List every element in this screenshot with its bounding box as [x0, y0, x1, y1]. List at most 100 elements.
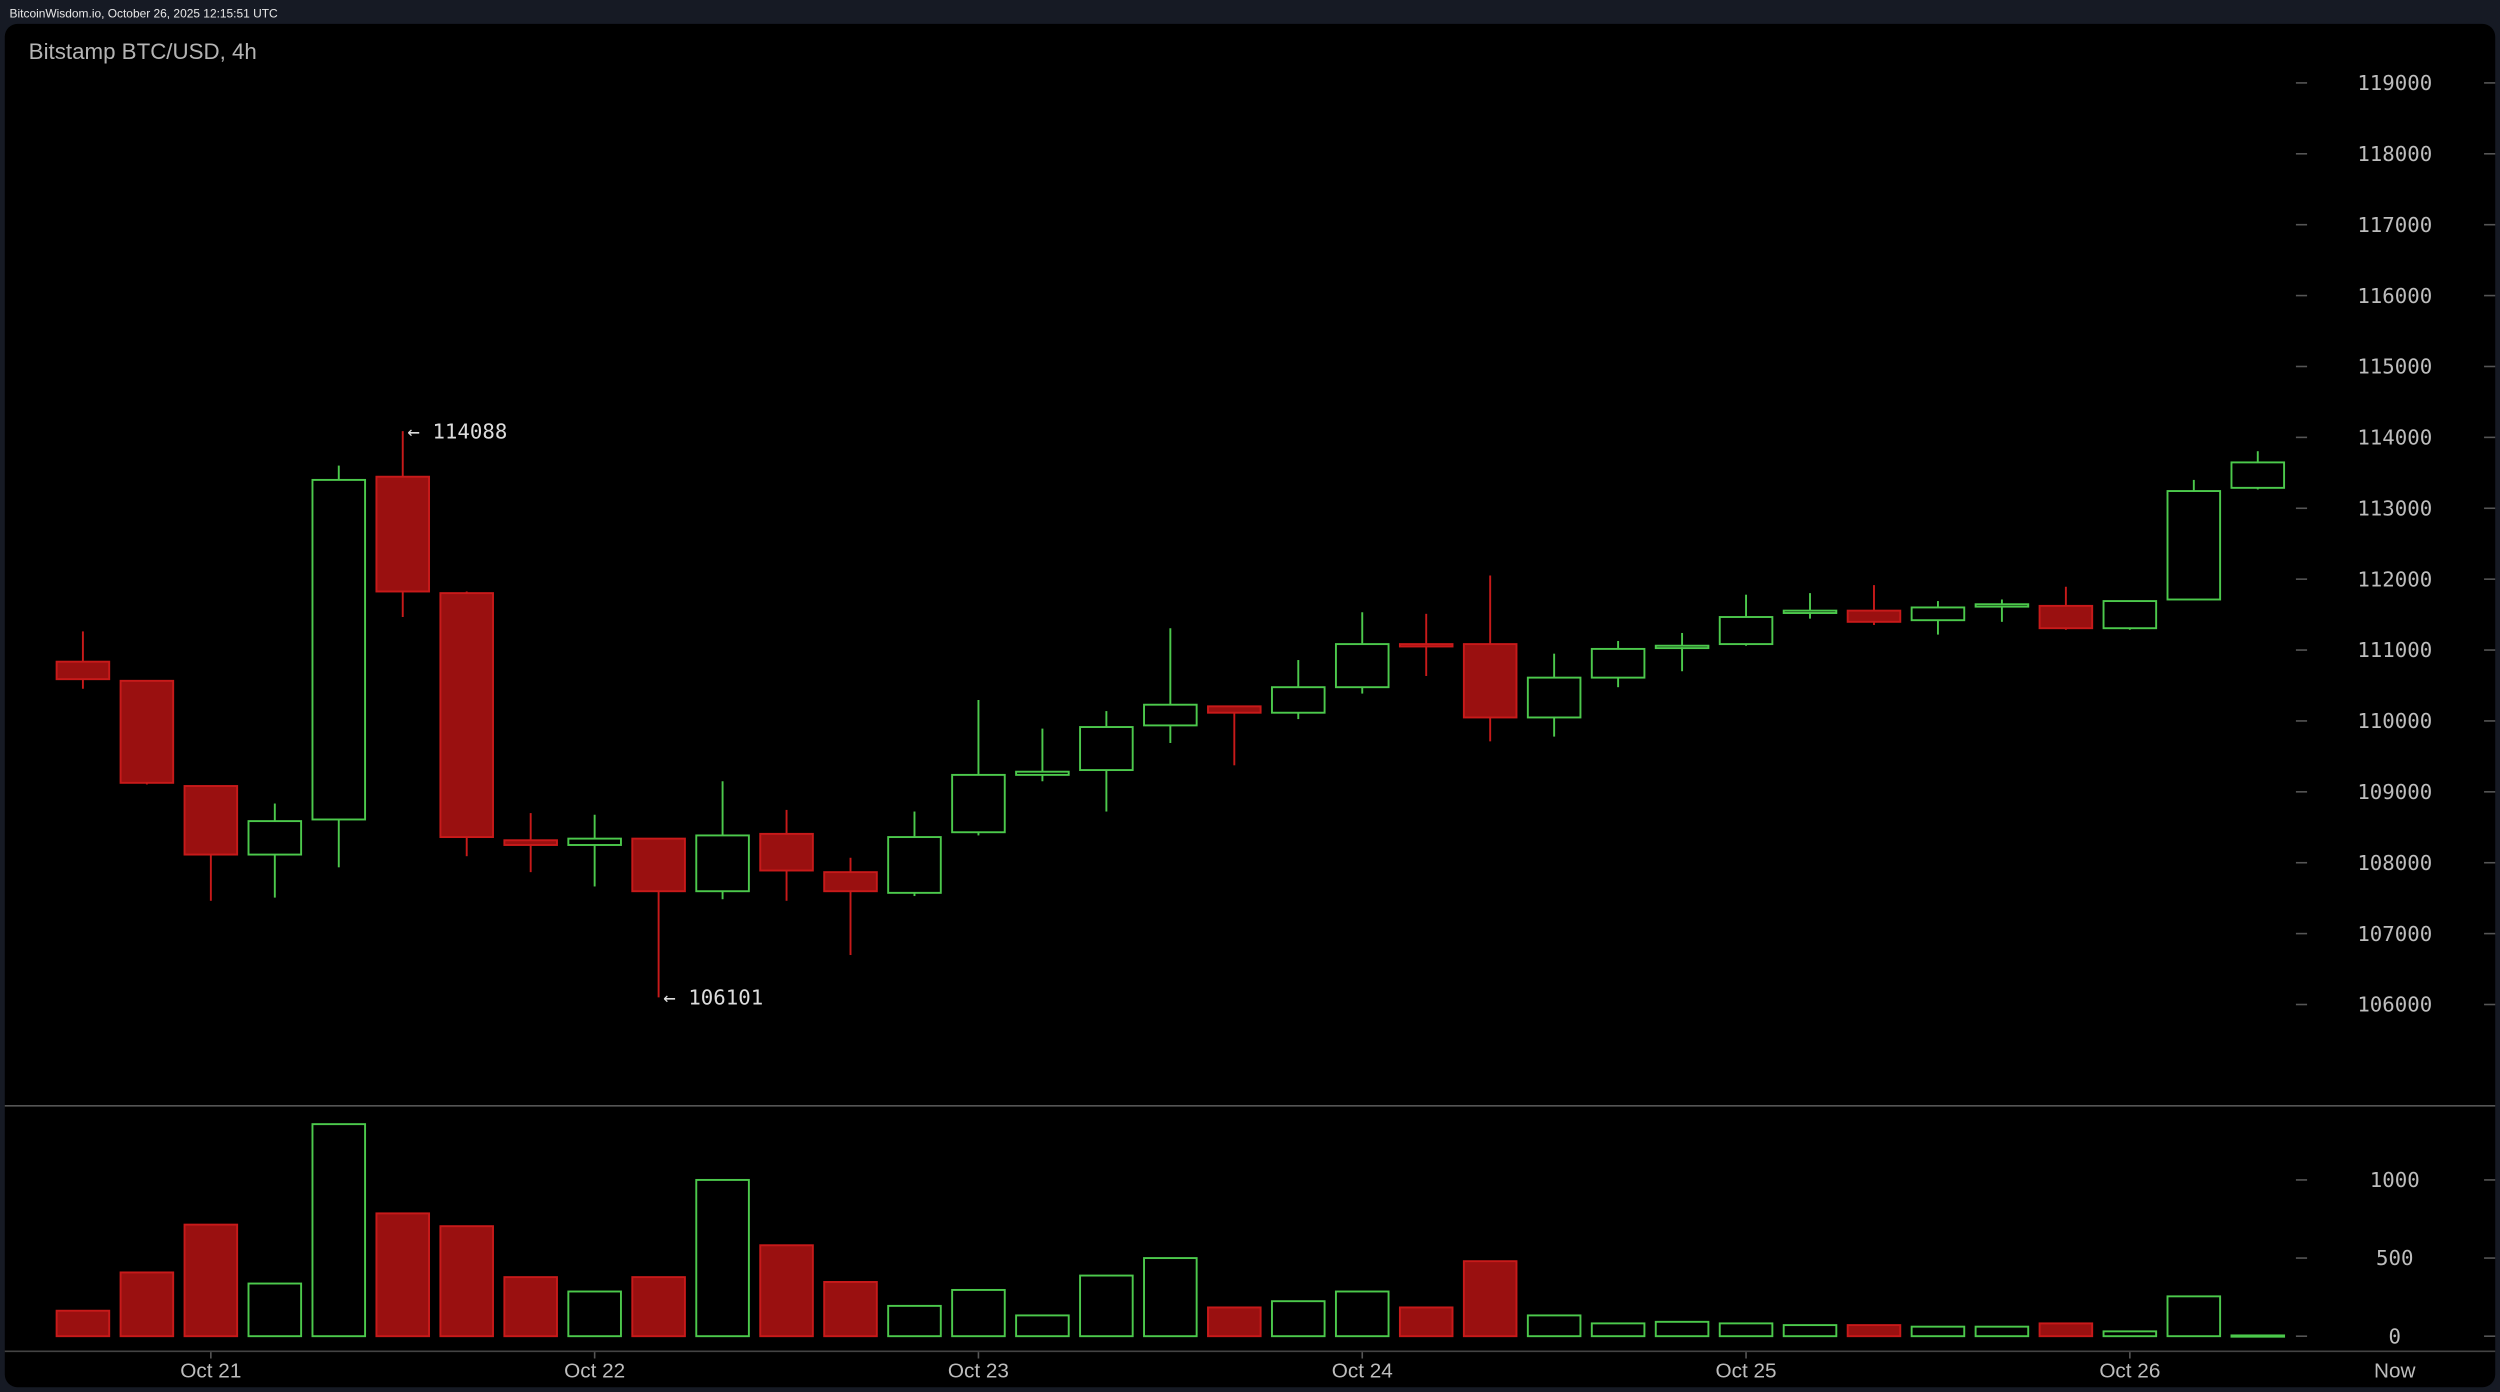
candle-down [183, 785, 239, 901]
volume-bar-down [55, 1309, 111, 1338]
volume-bar-up [1782, 1324, 1838, 1338]
candle-down [823, 857, 878, 956]
chart-title: Bitstamp BTC/USD, 4h [29, 39, 257, 64]
candle-up [1015, 728, 1070, 782]
candle-body [2166, 490, 2222, 601]
x-tick-label: Oct 21 [180, 1360, 241, 1383]
candle-body [1974, 603, 2030, 608]
candle-body [695, 834, 750, 893]
price-tick-label: 111000 [2357, 638, 2432, 662]
x-tick-label: Oct 22 [564, 1360, 625, 1383]
volume-bar-up [567, 1290, 622, 1338]
volume-bar-down [2038, 1322, 2094, 1338]
price-tick-label: 110000 [2357, 709, 2432, 733]
candle-body [2038, 604, 2094, 630]
candle-up [2230, 451, 2286, 490]
volume-bar-up [1079, 1274, 1134, 1338]
candle-up [1526, 653, 1582, 737]
price-tick-label: 107000 [2357, 922, 2432, 946]
x-tick-label: Oct 26 [2099, 1360, 2160, 1383]
volume-bar-up [1015, 1314, 1070, 1338]
volume-bar-down [1846, 1324, 1902, 1338]
candle-body [2230, 461, 2286, 489]
price-tick-label: 108000 [2357, 851, 2432, 875]
volume-axis: 1000 500 0 [2295, 1168, 2496, 1348]
candle-up [247, 803, 303, 898]
candle-up [2166, 479, 2222, 601]
volume-tick-label: 0 [2389, 1324, 2401, 1348]
candle-up [1079, 711, 1134, 812]
candle-body [247, 820, 303, 856]
candle-up [311, 465, 367, 868]
volume-bar-up [2166, 1295, 2222, 1338]
x-axis: Oct 21 Oct 22 Oct 23 Oct 24 Oct 25 Oct 26 Now [180, 1352, 2417, 1383]
now-label: Now [2374, 1360, 2416, 1383]
volume-bar-up [311, 1123, 367, 1338]
price-axis: 119000 118000 117000 116000 115000 114000 1130… [2295, 71, 2496, 1017]
price-tick-label: 112000 [2357, 567, 2432, 591]
volume-bar-up [1590, 1322, 1646, 1338]
volume-bar-down [183, 1223, 239, 1338]
candle-down [439, 591, 494, 857]
volume-bar-down [1398, 1306, 1454, 1338]
candle-up [887, 811, 942, 897]
volume-bar-up [1910, 1325, 1966, 1338]
candle-body [1846, 609, 1902, 623]
candle-body [1334, 643, 1390, 689]
volume-bar-down [119, 1271, 175, 1338]
candle-body [1207, 705, 1262, 714]
candle-body [631, 837, 686, 893]
candle-body [503, 839, 558, 846]
volume-bar-up [695, 1178, 750, 1338]
volume-tick-label: 500 [2376, 1246, 2413, 1270]
candle-body [823, 871, 878, 893]
candle-up [2102, 600, 2158, 630]
price-tick-label: 114000 [2357, 426, 2432, 450]
price-tick-label: 113000 [2357, 496, 2432, 520]
volume-bar-up [1654, 1320, 1710, 1338]
candle-body [439, 592, 494, 839]
volume-bar-up [951, 1288, 1006, 1338]
candle-body [887, 836, 942, 894]
candle-body [1271, 686, 1326, 714]
candle-up [1590, 640, 1646, 688]
candle-down [1462, 575, 1518, 742]
candle-down [759, 809, 814, 901]
candle-down [1207, 705, 1262, 766]
price-tick-label: 116000 [2357, 284, 2432, 308]
candle-up [1271, 660, 1326, 720]
price-tick-label: 106000 [2357, 993, 2432, 1017]
volume-bar-up [2230, 1334, 2286, 1338]
candle-body [1015, 770, 1070, 776]
x-tick-label: Oct 24 [1332, 1360, 1393, 1383]
price-tick-label: 118000 [2357, 142, 2432, 166]
volume-bar-up [1718, 1322, 1774, 1338]
volume-bar-down [631, 1276, 686, 1338]
x-tick-label: Oct 23 [948, 1360, 1009, 1383]
candle-body [1398, 643, 1454, 648]
x-tick-label: Oct 25 [1716, 1360, 1777, 1383]
candle-down [1398, 613, 1454, 676]
extreme-price-label: ← 114088 [408, 419, 508, 443]
volume-bar-down [503, 1276, 558, 1338]
candle-down [631, 837, 686, 998]
candle-body [1718, 616, 1774, 646]
price-tick-label: 117000 [2357, 213, 2432, 237]
candle-body [2102, 600, 2158, 630]
candle-body [183, 785, 239, 856]
candle-down [503, 813, 558, 873]
candle-body [1079, 726, 1134, 772]
volume-bar-down [823, 1281, 878, 1338]
volume-tick-label: 1000 [2370, 1168, 2420, 1192]
candle-up [567, 814, 622, 887]
candle-body [1654, 644, 1710, 650]
price-tick-label: 109000 [2357, 780, 2432, 804]
price-tick-label: 115000 [2357, 355, 2432, 379]
volume-bar-up [1974, 1325, 2030, 1338]
candle-body [55, 660, 111, 681]
candle-body [1910, 606, 1966, 622]
candle-body [119, 679, 175, 784]
candle-up [1143, 628, 1198, 743]
candle-down [119, 679, 175, 785]
